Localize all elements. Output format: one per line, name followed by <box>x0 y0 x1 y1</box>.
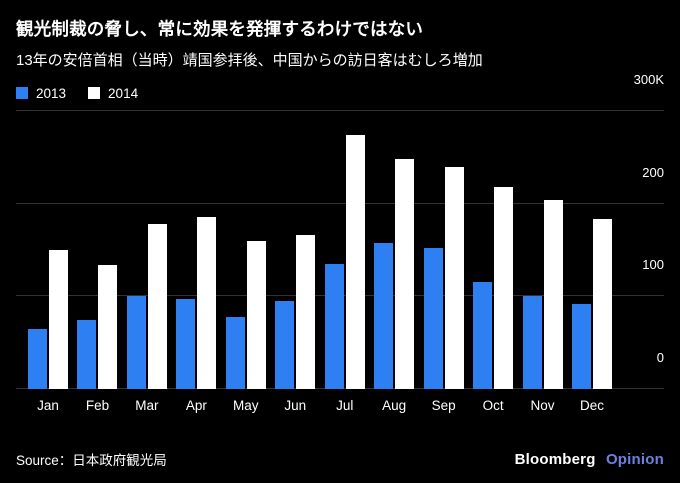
x-tick-label-Jan: Jan <box>37 398 59 413</box>
bar-group-Aug: Aug <box>374 159 415 413</box>
x-tick-label-May: May <box>233 398 259 413</box>
x-tick-label-Feb: Feb <box>85 398 110 413</box>
bar-2014-Jan <box>49 250 68 389</box>
bar-2013-Dec <box>571 303 591 389</box>
bar-group-May: May <box>225 240 266 413</box>
bar-chart: 0 100 200 300K Jan Feb Mar Apr May Jun Jul Aug Sep O… <box>16 72 664 423</box>
bar-2014-Sep <box>444 166 464 389</box>
brand-bloomberg: Bloomberg <box>514 450 596 468</box>
bar-2014-May <box>246 240 266 389</box>
bar-group-Mar: Mar <box>126 224 167 413</box>
bar-2013-Feb <box>77 320 97 389</box>
legend-item-2014[interactable]: 2014 <box>88 86 138 101</box>
bar-2014-Jun <box>296 235 316 389</box>
legend-swatch-2014 <box>88 87 101 99</box>
legend-swatch-2013 <box>16 87 28 99</box>
bar-2013-May <box>225 316 245 389</box>
bar-2014-Oct <box>494 187 514 389</box>
bar-2013-Jul <box>324 263 344 389</box>
x-tick-label-Jun: Jun <box>284 398 307 413</box>
legend-label: 2014 <box>108 85 139 101</box>
gridline-300K <box>16 110 664 111</box>
bar-2013-Oct <box>473 281 493 389</box>
legend-item-2013[interactable]: 2013 <box>16 86 66 101</box>
bar-2013-Apr <box>176 299 196 389</box>
bar-2013-Jan <box>28 328 47 389</box>
x-tick-label-Aug: Aug <box>382 398 407 413</box>
bar-group-Nov: Nov <box>522 199 563 413</box>
source-text: Source：日本政府観光局 <box>16 453 167 468</box>
bar-2014-Dec <box>592 218 612 389</box>
y-tick-label: 0 <box>656 350 664 365</box>
bar-group-Jul: Jul <box>324 135 365 413</box>
bar-2014-Jul <box>345 135 365 389</box>
gridline-200 <box>16 202 664 204</box>
bar-2013-Mar <box>126 296 146 389</box>
bar-2014-Apr <box>197 216 217 389</box>
x-tick-label-Nov: Nov <box>530 398 555 413</box>
bar-2014-Feb <box>98 264 118 389</box>
bar-2014-Mar <box>147 224 167 389</box>
bar-2013-Jun <box>275 300 295 389</box>
chart-subtitle: 13年の安倍首相（当時）靖国参拝後、中国からの訪日客はむしろ増加 <box>16 52 483 69</box>
bar-2013-Nov <box>522 296 542 389</box>
x-tick-label-Mar: Mar <box>135 398 159 413</box>
x-tick-label-Jul: Jul <box>336 398 354 413</box>
bar-group-Jun: Jun <box>275 235 316 413</box>
chart-legend: 2013 2014 <box>16 85 664 101</box>
y-tick-label: 100 <box>642 257 664 273</box>
x-tick-label-Sep: Sep <box>431 398 456 413</box>
x-tick-label-Oct: Oct <box>482 398 504 413</box>
bar-group-Oct: Oct <box>473 187 514 413</box>
bar-group-Apr: Apr <box>176 216 217 413</box>
bar-2014-Nov <box>543 199 563 389</box>
footer: Source：日本政府観光局 Bloomberg Opinion <box>16 449 664 469</box>
y-tick-label: 300K <box>633 72 664 87</box>
bar-group-Feb: Feb <box>77 264 118 413</box>
chart-title: 観光制裁の脅し、常に効果を発揮するわけではない <box>16 19 424 39</box>
bar-2013-Sep <box>423 248 443 389</box>
plot-area: Jan Feb Mar Apr May Jun Jul Aug Sep Oct Nov Dec <box>28 111 612 413</box>
bar-group-Dec: Dec <box>571 218 612 413</box>
bar-2014-Aug <box>395 159 415 389</box>
x-tick-label-Dec: Dec <box>579 398 604 413</box>
bar-2013-Aug <box>374 242 394 389</box>
legend-label: 2013 <box>36 85 67 101</box>
y-tick-label: 200 <box>642 164 664 180</box>
x-tick-label-Apr: Apr <box>185 398 207 413</box>
bar-group-Sep: Sep <box>423 166 464 413</box>
brand-opinion: Opinion <box>605 450 664 468</box>
bar-group-Jan: Jan <box>28 250 68 413</box>
bloomberg-opinion-logo: Bloomberg Opinion <box>515 451 664 468</box>
